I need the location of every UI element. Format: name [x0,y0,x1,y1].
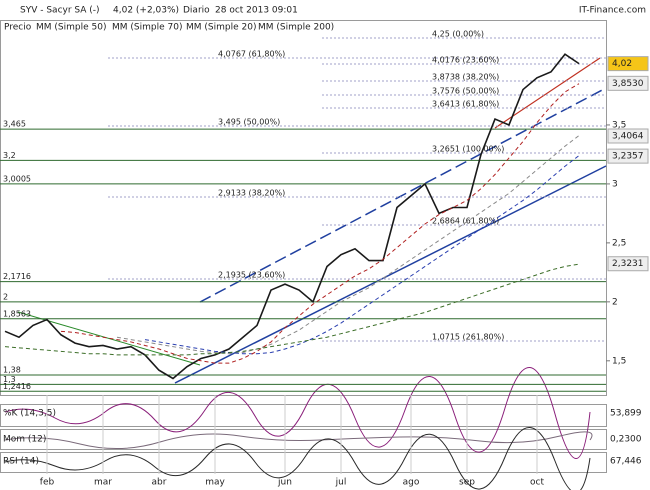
mom-line [4,431,593,449]
trend-channel-upper [199,87,607,303]
level-label: 2,1716 [3,272,31,281]
y-tick-label: 1,5 [612,356,626,366]
fib-label: 3,7576 (50,00%) [432,87,499,96]
price-label: 4,02 [612,59,632,69]
level-label: 3,2 [3,151,16,160]
x-tick-label: ago [403,478,420,488]
fib-label: 3,6413 (61,80%) [432,100,499,109]
legend-entry: MM (Simple 200) [258,23,334,33]
moving-average [144,155,580,355]
x-tick-label: abr [152,478,167,488]
fib-label: 4,0176 (23,60%) [432,56,499,65]
level-label: 1,38 [3,365,21,374]
legend-entry: MM (Simple 50) [36,23,106,33]
subtitle: 4,02 (+2,03%) [113,6,179,16]
y-tick-label: 2 [612,297,618,307]
fib-label: 2,1935 (23,60%) [218,271,285,280]
rsi-panel [0,452,607,473]
x-tick-label: mar [94,478,112,488]
period: Diario [183,6,210,16]
trend-channel-lower [174,165,607,384]
level-label: 3,465 [3,120,26,129]
price-label: 3,2357 [612,152,644,162]
rsi-line [4,427,591,490]
level-label: 1,3 [3,375,16,384]
level-label: 1,2416 [3,382,31,391]
price-box [607,75,649,91]
moving-average [60,83,580,364]
source: IT-Finance.com [579,6,646,16]
fib-label: 4,25 (0,00%) [432,30,484,39]
fib-label: 3,8738 (38,20%) [432,73,499,82]
x-tick-label: oct [530,478,544,488]
legend-entry: MM (Simple 20) [186,23,256,33]
moving-average [4,263,580,356]
x-tick-label: may [205,478,225,488]
level-label: 2 [3,292,8,301]
x-tick-label: feb [40,478,55,488]
price-label: 3,8530 [612,79,644,89]
x-tick-label: jul [335,478,347,488]
moving-average [116,135,580,355]
y-tick-label: 3 [612,179,618,189]
title: SYV - Sacyr SA (-) [20,6,100,16]
indicator-name: %K (14,3,5) [3,409,56,419]
price-box [607,128,649,144]
price-box [607,256,649,272]
mom-panel [0,429,607,450]
price-line [4,53,580,380]
fib-label: 3,495 (50,00%) [218,118,280,127]
level-label: 3,0005 [3,174,31,183]
indicator-name: Mom (12) [3,435,46,445]
fib-label: 3,2651 (100,00%) [432,145,504,154]
level-label: 1,8563 [3,309,31,318]
price-label: 2,3231 [612,259,644,269]
date: 28 oct 2013 09:01 [215,6,298,16]
y-tick-label: 2,5 [612,238,626,248]
plot-frame [0,20,607,396]
indicator-value: 67,446 [610,457,642,467]
indicator-name: RSI (14) [3,457,39,467]
fib-label: 1,0715 (261,80%) [432,333,504,342]
fib-label: 2,9133 (38,20%) [218,189,285,198]
legend-entry: MM (Simple 70) [112,23,182,33]
fib-label: 2,6864 (61,80%) [432,217,499,226]
price-label: 3,4064 [612,131,644,141]
x-tick-label: sep [459,478,475,488]
price-box [607,56,649,72]
indicator-value: 53,899 [610,409,642,419]
k-line [4,367,591,459]
k-panel [0,404,607,427]
fib-label: 4,0767 (61,80%) [218,50,285,59]
x-tick-label: jun [277,478,292,488]
price-box [607,148,649,164]
legend-entry: Precio [4,23,32,33]
y-tick-label: 3,5 [612,120,626,130]
indicator-value: 0,2300 [610,435,642,445]
